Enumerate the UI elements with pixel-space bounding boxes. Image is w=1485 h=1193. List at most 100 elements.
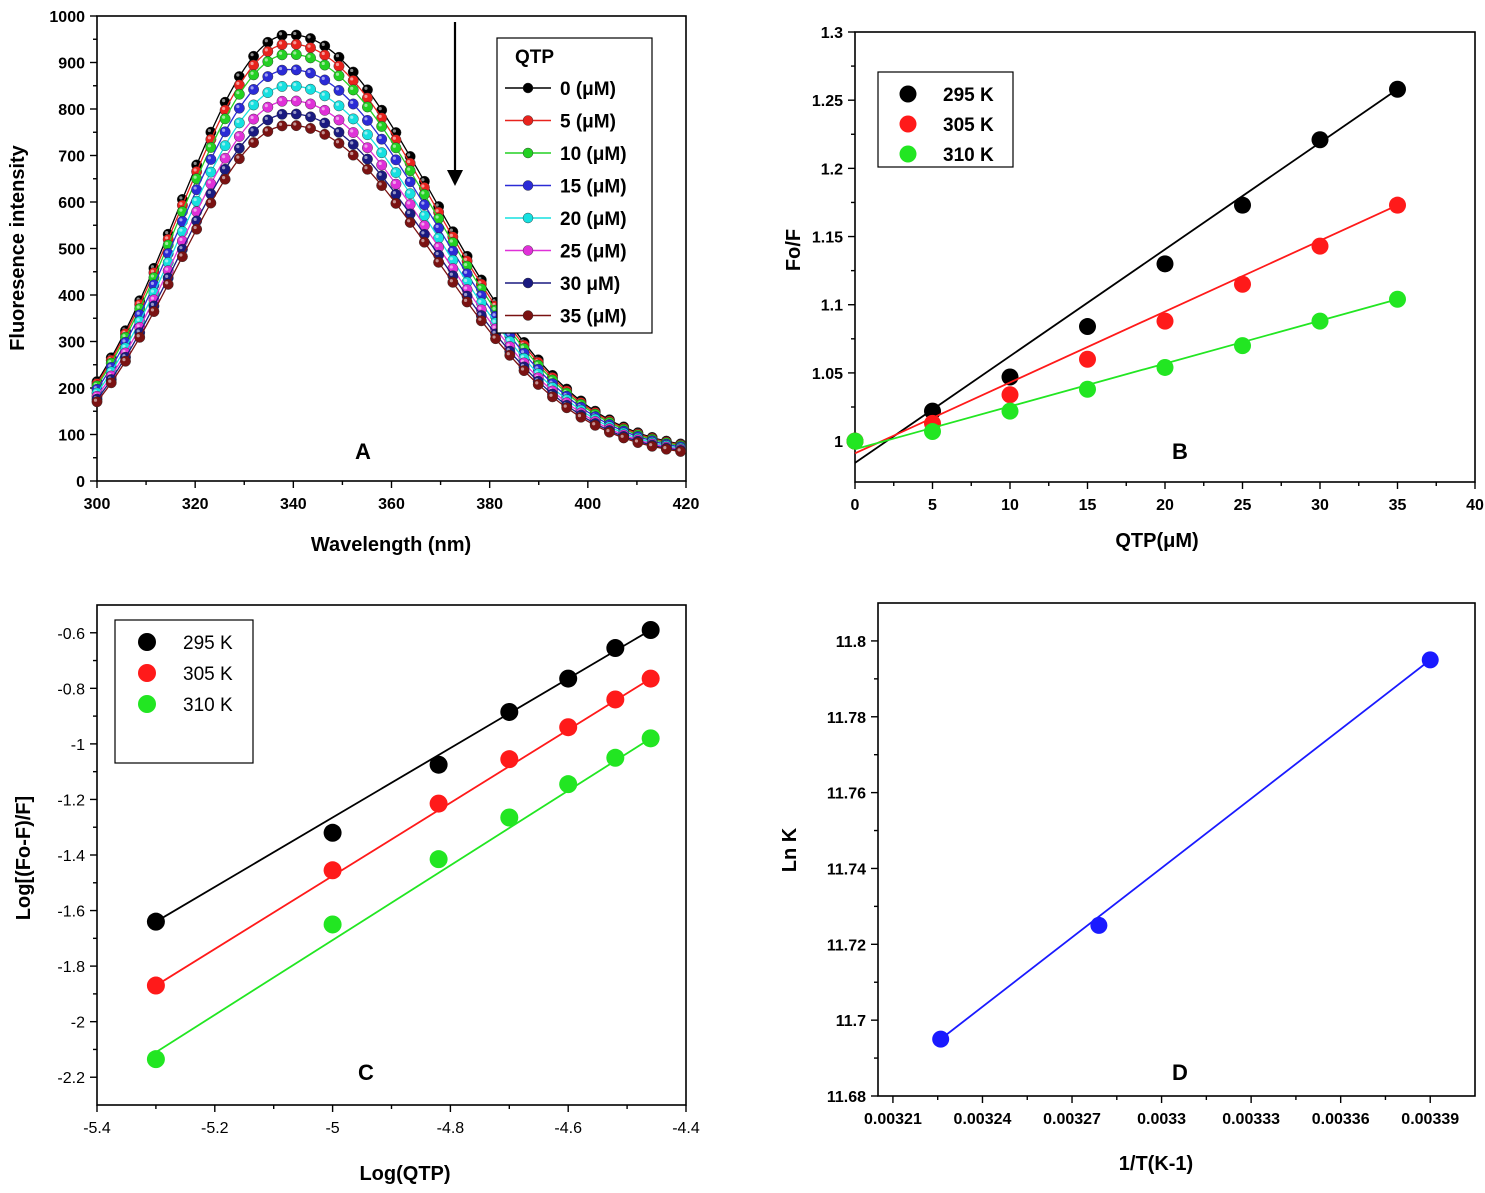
data-point-highlight: [264, 48, 268, 52]
data-point-highlight: [150, 269, 155, 273]
data-point: [319, 117, 331, 129]
y-tick-label: 1.15: [812, 230, 843, 247]
data-point-highlight: [392, 169, 397, 173]
data-point: [500, 808, 519, 827]
y-tick-label: 11.72: [827, 937, 866, 954]
data-point-highlight: [577, 414, 582, 418]
data-point-highlight: [520, 350, 525, 354]
data-point: [1234, 275, 1251, 293]
data-point: [1001, 402, 1019, 420]
data-point-highlight: [207, 180, 211, 184]
data-point-highlight: [136, 318, 140, 322]
data-point-highlight: [350, 68, 354, 73]
x-tick-label: 300: [84, 496, 111, 513]
data-point-highlight: [378, 123, 382, 127]
data-point: [362, 129, 373, 141]
data-point-highlight: [165, 250, 169, 254]
data-point-highlight: [407, 153, 411, 157]
x-tick-label: 380: [476, 496, 503, 513]
data-point: [105, 377, 117, 389]
panel-c: -5.4 -5.2 -5 -4.8 -4.6 -4.4 -2.2 -2 -1.8 -1.6 -1.4…: [13, 604, 700, 1185]
data-point-highlight: [136, 305, 140, 309]
data-point: [1079, 380, 1096, 398]
data-point-highlight: [264, 116, 268, 120]
data-point: [276, 29, 288, 41]
data-point-highlight: [179, 218, 183, 222]
data-point: [606, 639, 625, 658]
data-point: [559, 775, 578, 794]
data-point: [276, 49, 288, 61]
data-point-highlight: [250, 139, 254, 143]
data-point: [1234, 337, 1251, 355]
x-axis-title: Log(QTP): [359, 1163, 450, 1185]
data-point-highlight: [179, 196, 183, 200]
legend-label: 310 K: [183, 695, 233, 716]
data-point: [219, 152, 231, 164]
y-tick-label: 11.8: [836, 634, 866, 651]
data-point-highlight: [179, 237, 183, 242]
data-point-highlight: [435, 215, 439, 219]
data-point: [641, 621, 660, 639]
data-point: [146, 976, 165, 995]
data-point-highlight: [250, 71, 254, 75]
data-point-highlight: [321, 61, 325, 66]
data-point-highlight: [350, 151, 354, 156]
data-point: [606, 748, 625, 767]
data-point-highlight: [207, 190, 211, 194]
y-axis-title: Ln K: [779, 827, 801, 872]
data-point-highlight: [264, 89, 268, 93]
data-point: [319, 128, 331, 140]
data-point-highlight: [150, 281, 155, 285]
data-point: [846, 432, 864, 450]
data-point-highlight: [136, 324, 140, 328]
data-point-highlight: [435, 234, 439, 239]
y-tick-label: 400: [58, 288, 85, 305]
y-tick-label: 11.76: [827, 786, 866, 803]
data-point-highlight: [222, 155, 226, 159]
data-point-highlight: [350, 77, 354, 81]
data-point-highlight: [250, 128, 254, 132]
data-point-highlight: [478, 306, 482, 310]
data-point-highlight: [449, 239, 453, 243]
y-tick-label: -0.6: [57, 626, 85, 643]
data-point-highlight: [293, 66, 297, 70]
data-point: [262, 56, 274, 67]
data-point-highlight: [663, 446, 667, 450]
data-point-highlight: [264, 73, 268, 77]
data-point-highlight: [392, 144, 397, 148]
data-point: [134, 331, 146, 343]
data-point: [305, 67, 316, 79]
data-point-highlight: [321, 119, 325, 124]
y-tick-label: 1.1: [821, 298, 843, 315]
y-tick-label: 1.2: [821, 161, 843, 178]
data-point-highlight: [364, 86, 368, 90]
panel-a: 300 320 340 360 380 400 420 0 100 200 300 400 500 600…: [7, 9, 699, 556]
legend-marker: [899, 85, 917, 103]
y-tick-label: -1.8: [57, 959, 85, 976]
panel-label: B: [1172, 439, 1188, 464]
data-point: [376, 147, 388, 159]
data-point-highlight: [150, 289, 155, 293]
legend-label: 15 (μM): [560, 177, 627, 198]
data-point-highlight: [278, 66, 283, 71]
data-point-highlight: [236, 81, 240, 86]
data-point-highlight: [222, 166, 226, 170]
data-point-highlight: [364, 103, 368, 107]
data-point: [433, 256, 445, 268]
data-point-highlight: [563, 404, 567, 408]
data-point: [219, 113, 231, 125]
data-point: [305, 111, 316, 123]
decrease-arrowhead: [447, 170, 463, 186]
data-point-highlight: [520, 367, 525, 371]
data-point-highlight: [535, 381, 539, 385]
data-point: [219, 173, 231, 185]
data-point-highlight: [620, 434, 624, 438]
legend-marker: [522, 115, 534, 126]
data-point-highlight: [236, 144, 240, 149]
data-point: [248, 99, 259, 111]
data-point-highlight: [492, 325, 496, 329]
data-point: [205, 153, 217, 165]
data-point: [404, 165, 416, 177]
data-point-highlight: [93, 398, 98, 402]
y-tick-label: 900: [58, 56, 85, 73]
